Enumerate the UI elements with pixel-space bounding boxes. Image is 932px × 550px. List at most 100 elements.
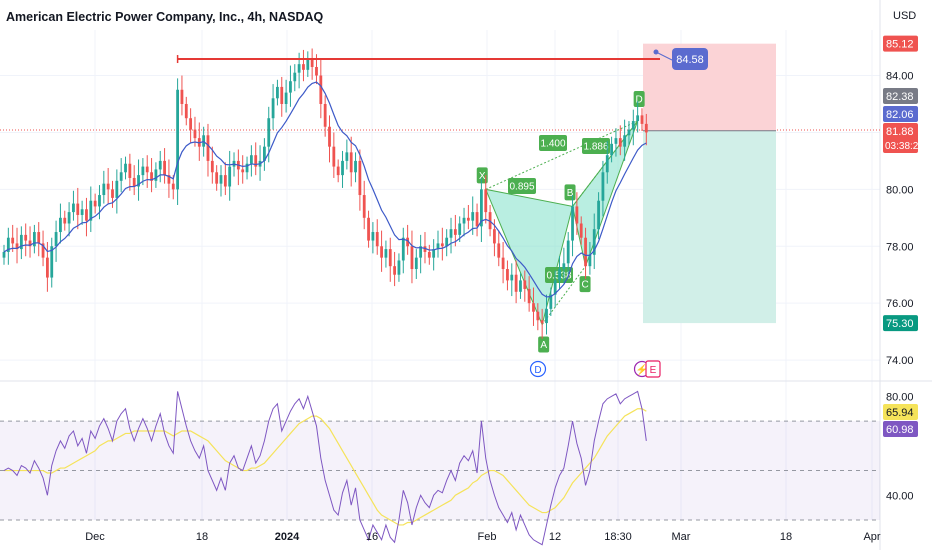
candle-body xyxy=(241,169,245,173)
candle-body xyxy=(102,183,106,196)
candle-body xyxy=(302,64,305,70)
time-tick-label: 12 xyxy=(549,531,561,543)
candle-body xyxy=(98,195,101,207)
candle-body xyxy=(32,232,36,247)
candle-body xyxy=(354,160,357,173)
candle-body xyxy=(141,166,145,176)
candle-body xyxy=(501,257,505,270)
candle-body xyxy=(249,155,253,164)
candle-body xyxy=(614,138,618,144)
candle-body xyxy=(453,229,457,235)
candle-body xyxy=(462,217,466,224)
rsi-value-label: 65.94 xyxy=(886,407,914,419)
candle-body xyxy=(63,217,67,224)
price-tick-label: 76.00 xyxy=(886,298,914,310)
candle-body xyxy=(536,311,540,321)
candle-body xyxy=(506,269,509,281)
price-label-text: 82.38 xyxy=(886,91,914,103)
price-label-text: 75.30 xyxy=(886,318,914,330)
candle-body xyxy=(15,243,19,250)
candle-body xyxy=(440,243,444,247)
candlesticks xyxy=(2,48,648,339)
candle-body xyxy=(111,189,114,198)
candle-body xyxy=(158,160,162,170)
candle-body xyxy=(523,280,527,289)
candle-body xyxy=(519,280,522,292)
candle-body xyxy=(562,263,566,270)
candle-body xyxy=(276,86,279,99)
rsi-value-badge xyxy=(883,404,918,420)
candle-body xyxy=(306,58,310,70)
event-markers[interactable]: D ⚡ E xyxy=(529,360,661,378)
time-tick-label: Feb xyxy=(478,531,497,543)
candle-body xyxy=(154,169,158,181)
candle-body xyxy=(510,274,514,281)
price-scale[interactable]: 84.0082.0080.0078.0076.0074.0085.1282.38… xyxy=(883,35,924,367)
candle-body xyxy=(219,175,223,184)
candle-body xyxy=(150,172,153,181)
pattern-point-label: X xyxy=(479,171,486,182)
candle-body xyxy=(406,237,410,247)
candle-body xyxy=(124,163,127,173)
candle-body xyxy=(119,172,123,181)
time-axis[interactable]: Dec 18 2024 16 Feb 12 18:30 Mar 18 Apr xyxy=(85,531,881,543)
pattern-point-badge xyxy=(579,276,591,293)
candle-body xyxy=(59,217,62,233)
candle-body xyxy=(76,203,80,215)
candle-body xyxy=(180,89,184,104)
candle-body xyxy=(280,86,284,104)
candle-body xyxy=(54,232,58,247)
candle-body xyxy=(2,251,6,258)
target-callout xyxy=(672,48,708,70)
candle-body xyxy=(345,152,349,161)
candle-body xyxy=(245,163,249,173)
ratio-label: 1.886 xyxy=(583,142,608,153)
rsi-line xyxy=(3,390,647,546)
candle-body xyxy=(436,243,440,250)
price-label-text: 82.06 xyxy=(886,109,914,121)
currency-label[interactable]: USD xyxy=(893,10,917,22)
candle-body xyxy=(132,177,136,187)
candle-body xyxy=(328,126,331,147)
candle-body xyxy=(627,129,631,136)
time-tick-label: 18 xyxy=(780,531,792,543)
candle-body xyxy=(315,66,318,76)
candle-body xyxy=(332,146,336,167)
candle-body xyxy=(475,212,479,227)
candle-body xyxy=(67,212,71,224)
pattern-point-label: A xyxy=(540,340,547,351)
ratio-label: 0.895 xyxy=(509,182,534,193)
candle-body xyxy=(432,249,436,258)
candle-body xyxy=(471,212,475,221)
candle-body xyxy=(427,251,431,258)
candle-body xyxy=(289,81,292,93)
price-tick-label: 74.00 xyxy=(886,355,914,367)
candle-body xyxy=(297,64,301,73)
candle-body xyxy=(184,103,188,119)
candle-body xyxy=(480,189,483,227)
candle-body xyxy=(484,189,488,213)
candle-body xyxy=(137,175,140,187)
candle-body xyxy=(375,232,379,247)
countdown-label: 03:38:20 xyxy=(885,141,924,152)
pattern-point-label: B xyxy=(567,188,574,199)
candle-body xyxy=(618,138,622,147)
candle-body xyxy=(397,260,401,275)
candle-body xyxy=(549,294,553,309)
long-short-position-zones[interactable] xyxy=(643,43,776,324)
candle-body xyxy=(336,166,340,176)
candle-body xyxy=(37,232,41,244)
candle-body xyxy=(223,175,227,187)
earnings-marker xyxy=(645,360,661,378)
target-line[interactable]: 84.58 xyxy=(176,48,708,70)
target-callout-label: 84.58 xyxy=(676,54,704,66)
candle-body xyxy=(80,209,84,215)
candle-body xyxy=(72,203,75,213)
price-label-badge xyxy=(883,35,918,52)
candle-body xyxy=(93,200,97,207)
candle-body xyxy=(532,303,535,312)
ratio-label: 1.400 xyxy=(540,139,565,150)
candle-body xyxy=(540,320,544,324)
candle-body xyxy=(584,237,587,267)
